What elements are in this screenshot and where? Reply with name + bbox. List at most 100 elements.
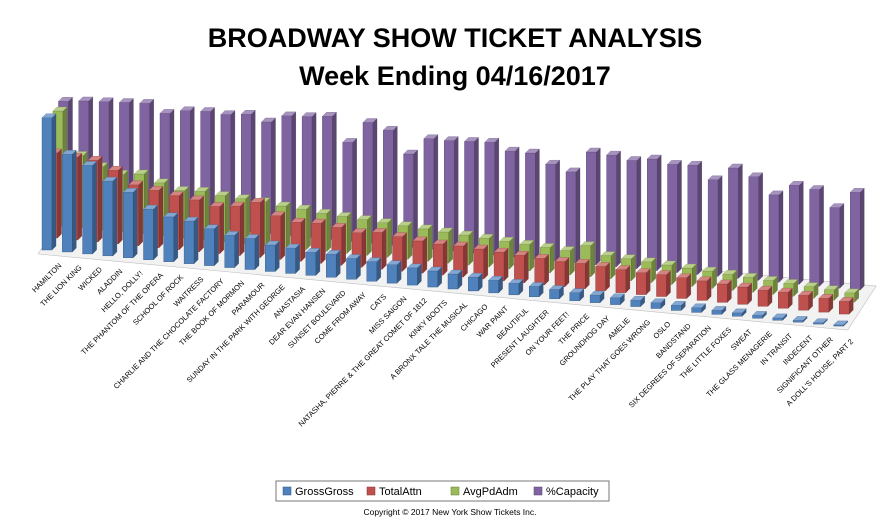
bar-totalattn-the-book-of-mormon <box>229 201 245 256</box>
bar-totalattn-the-glass-menagerie <box>757 285 773 307</box>
bar-capacity-in-transit <box>788 180 804 285</box>
bar-totalattn-on-your-feet <box>554 257 570 288</box>
legend-item-totalattn: TotalAttn <box>366 486 422 498</box>
bar-totalattn-a-doll-s-house-part-2 <box>838 297 854 315</box>
bar-capacity-dear-evan-hansen <box>322 111 337 240</box>
bar-capacity-six-degrees-of-separation <box>707 175 723 277</box>
legend-label: %Capacity <box>546 486 599 498</box>
bar-grossgross-the-phantom-of-the-opera <box>143 204 158 261</box>
bar-grossgross-in-transit <box>772 313 788 321</box>
x-tick-label: CATS <box>368 292 388 312</box>
bar-totalattn-indecent <box>798 290 813 311</box>
legend-frame <box>275 480 610 502</box>
bar-grossgross-sunday-in-the-park-with-george <box>264 240 280 272</box>
bar-capacity-school-of-rock <box>179 106 195 227</box>
bar-grossgross-the-price <box>569 288 585 302</box>
bar-totalattn-paramour <box>250 197 265 258</box>
legend-swatch <box>282 486 292 496</box>
bar-grossgross-chicago <box>467 272 483 292</box>
legend-swatch <box>366 486 376 496</box>
bar-totalattn-bandstand <box>676 273 692 299</box>
bar-totalattn-present-laughter <box>534 253 550 286</box>
bar-grossgross-a-doll-s-house-part-2 <box>833 320 849 327</box>
bar-grossgross-wicked <box>82 160 97 255</box>
bar-capacity-indecent <box>809 185 824 287</box>
bar-totalattn-cats <box>371 228 387 270</box>
bar-capacity-oslo <box>667 160 682 273</box>
bar-capacity-sunday-in-the-park-with-george <box>281 111 297 236</box>
bar-capacity-the-glass-menagerie <box>768 190 784 283</box>
bar-capacity-present-laughter <box>545 159 561 262</box>
bar-grossgross-natasha-pierre-the-great-comet-of-1812 <box>407 263 422 286</box>
bar-grossgross-present-laughter <box>528 282 544 298</box>
bar-grossgross-sunset-boulevard <box>325 249 341 278</box>
bar-capacity-kinky-boots <box>443 136 459 252</box>
bar-grossgross-the-glass-menagerie <box>752 311 767 319</box>
chart-subtitle: Week Ending 04/16/2017 <box>299 61 611 91</box>
bar-grossgross-the-book-of-mormon <box>224 230 240 268</box>
bar-grossgross-significant-other <box>813 318 828 325</box>
bar-grossgross-waitress <box>183 216 199 265</box>
bar-grossgross-dear-evan-hansen <box>305 247 321 276</box>
bar-grossgross-the-little-foxes <box>711 305 727 315</box>
x-tick-label: SIX DEGREES OF SEPARATION <box>627 323 713 409</box>
bar-capacity-on-your-feet <box>565 167 581 264</box>
bar-grossgross-come-from-away <box>346 254 361 280</box>
bar-grossgross-amelie <box>610 293 625 305</box>
bar-grossgross-kinky-boots <box>427 266 443 288</box>
chart-title: BROADWAY SHOW TICKET ANALYSIS <box>208 23 703 53</box>
bar-totalattn-sunday-in-the-park-with-george <box>270 211 286 260</box>
bar-totalattn-a-bronx-tale-the-musical <box>453 241 468 278</box>
bar-totalattn-natasha-pierre-the-great-comet-of-1812 <box>412 236 428 274</box>
bar-grossgross-aladdin <box>102 176 118 257</box>
legend-item-capacity: %Capacity <box>533 486 599 498</box>
copyright-text: Copyright © 2017 New York Show Tickets I… <box>363 507 536 517</box>
bar-grossgross-anastasia <box>285 243 300 274</box>
bar-totalattn-sweat <box>737 282 753 305</box>
bar-capacity-groundhog-day <box>606 150 621 268</box>
bar-totalattn-groundhog-day <box>595 262 610 292</box>
bar-grossgross-miss-saigon <box>386 260 402 284</box>
bar-capacity-a-doll-s-house-part-2 <box>849 187 865 291</box>
bar-capacity-chicago <box>484 137 500 256</box>
bar-grossgross-hamilton <box>41 113 57 251</box>
bar-totalattn-the-little-foxes <box>717 279 732 303</box>
bar-capacity-waitress <box>200 107 215 229</box>
legend: GrossGross TotalAttn AvgPdAdm %Capacity <box>275 480 610 502</box>
bar-totalattn-significant-other <box>818 293 834 313</box>
legend-item-grossgross: GrossGross <box>282 486 354 498</box>
plot-area <box>37 96 877 331</box>
bar-grossgross-cats <box>366 257 382 282</box>
bar-grossgross-war-paint <box>488 275 503 294</box>
bar-grossgross-the-lion-king <box>61 149 77 253</box>
bar-grossgross-bandstand <box>670 300 686 311</box>
bar-grossgross-school-of-rock <box>163 212 179 263</box>
bar-grossgross-beautiful <box>508 278 524 296</box>
legend-item-avgpdadm: AvgPdAdm <box>450 486 518 498</box>
bar-totalattn-the-price <box>574 259 590 290</box>
bar-capacity-the-play-that-goes-wrong <box>646 154 662 271</box>
bar-totalattn-in-transit <box>777 287 793 309</box>
bar-grossgross-charlie-and-the-chocolate-factory <box>204 224 219 266</box>
bar-grossgross-groundhog-day <box>589 290 605 304</box>
bar-capacity-the-little-foxes <box>728 163 743 279</box>
legend-label: GrossGross <box>295 486 354 498</box>
bar-totalattn-oslo <box>656 270 671 297</box>
legend-label: TotalAttn <box>379 486 422 498</box>
bar-grossgross-hello-dolly <box>122 187 138 259</box>
bar-totalattn-war-paint <box>493 247 509 282</box>
bar-capacity-paramour <box>261 117 276 234</box>
bar-totalattn-the-play-that-goes-wrong <box>635 268 651 295</box>
legend-label: AvgPdAdm <box>463 486 518 498</box>
legend-swatch <box>450 486 460 496</box>
bar-grossgross-oslo <box>650 298 666 309</box>
bar-capacity-bandstand <box>687 160 703 275</box>
bar-totalattn-miss-saigon <box>392 232 407 272</box>
bar-grossgross-indecent <box>792 316 808 323</box>
legend-swatch <box>533 486 543 496</box>
bar-grossgross-sweat <box>731 308 747 317</box>
bar-capacity-sunset-boulevard <box>342 138 358 242</box>
bar-capacity-significant-other <box>829 203 845 289</box>
bar-capacity-cats <box>382 125 398 246</box>
